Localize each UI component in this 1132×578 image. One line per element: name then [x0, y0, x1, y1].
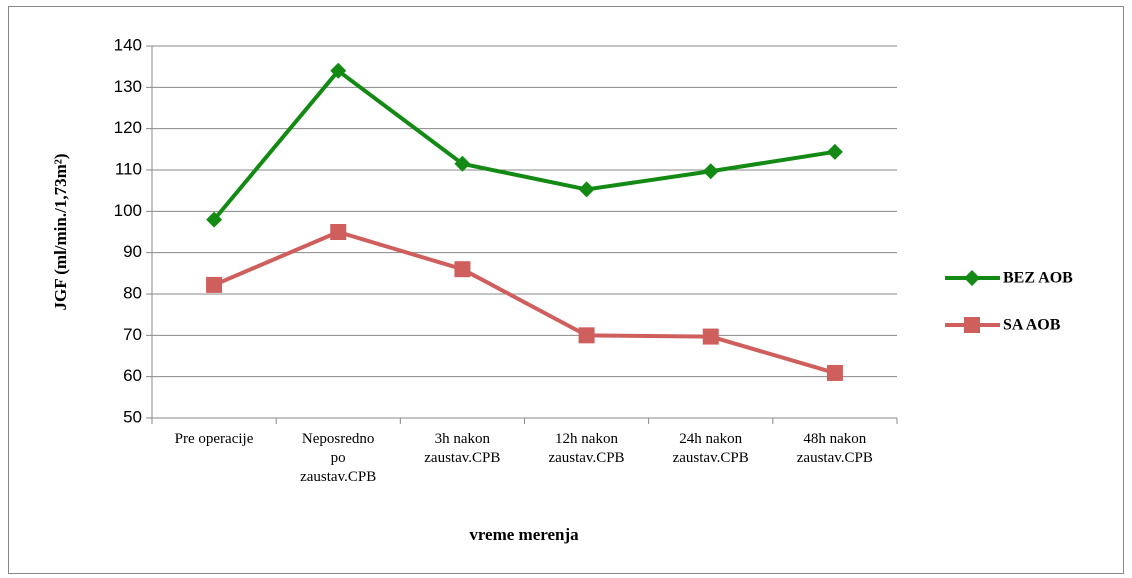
y-tick-label: 110: [115, 159, 142, 178]
marker: [330, 224, 347, 240]
x-tick-label: 12h nakon zaustav.CPB: [548, 431, 625, 466]
marker: [702, 328, 719, 345]
x-tick-label: Neposredno po zaustav.CPB: [300, 431, 377, 485]
series-line: [212, 68, 836, 221]
x-tick-label: 48h nakon zaustav.CPB: [796, 431, 873, 466]
marker: [330, 62, 347, 79]
frame: [8, 6, 1124, 574]
marker: [454, 261, 471, 278]
marker: [206, 276, 223, 293]
y-tick-label: 80: [123, 283, 142, 302]
marker: [454, 155, 471, 172]
marker: [702, 163, 719, 180]
marker: [826, 364, 843, 381]
marker: [578, 181, 595, 198]
legend-label: BEZ AOB: [1003, 270, 1073, 287]
series-line: [213, 230, 836, 375]
y-tick-label: 60: [123, 366, 142, 385]
y-tick-label: 90: [123, 242, 142, 261]
y-tick-label: 140: [114, 35, 142, 54]
legend-label: SA AOB: [1003, 317, 1061, 334]
x-axis-label: vreme merenja: [469, 525, 579, 544]
marker: [826, 143, 843, 160]
y-tick-label: 130: [114, 77, 142, 96]
x-tick-label: 3h nakon zaustav.CPB: [424, 431, 501, 466]
x-tick-label: 24h nakon zaustav.CPB: [672, 431, 749, 466]
marker: [964, 270, 980, 286]
y-axis-label: JGF (ml/min./1,73m²): [51, 154, 70, 311]
y-tick-label: 50: [123, 407, 142, 426]
y-tick-label: 70: [123, 325, 142, 344]
x-tick-label: Pre operacije: [174, 431, 254, 447]
y-tick-label: 100: [114, 201, 142, 220]
marker: [578, 327, 595, 344]
y-tick-label: 120: [114, 118, 142, 137]
marker: [206, 211, 223, 228]
marker: [964, 317, 980, 333]
